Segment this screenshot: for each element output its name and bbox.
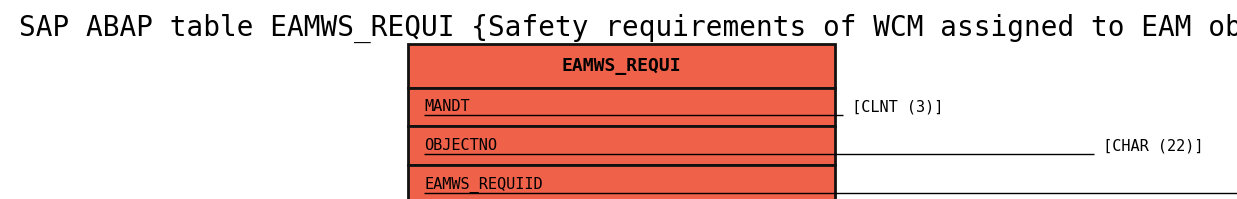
FancyBboxPatch shape — [408, 165, 835, 199]
FancyBboxPatch shape — [408, 88, 835, 126]
Text: SAP ABAP table EAMWS_REQUI {Safety requirements of WCM assigned to EAM object}: SAP ABAP table EAMWS_REQUI {Safety requi… — [19, 14, 1237, 43]
Text: OBJECTNO: OBJECTNO — [424, 138, 497, 153]
Text: [CLNT (3)]: [CLNT (3)] — [842, 100, 943, 114]
FancyBboxPatch shape — [408, 44, 835, 88]
FancyBboxPatch shape — [408, 126, 835, 165]
Text: MANDT: MANDT — [424, 100, 470, 114]
Text: [CHAR (22)]: [CHAR (22)] — [1094, 138, 1204, 153]
Text: EAMWS_REQUI: EAMWS_REQUI — [562, 57, 682, 75]
Text: EAMWS_REQUIID: EAMWS_REQUIID — [424, 177, 543, 193]
